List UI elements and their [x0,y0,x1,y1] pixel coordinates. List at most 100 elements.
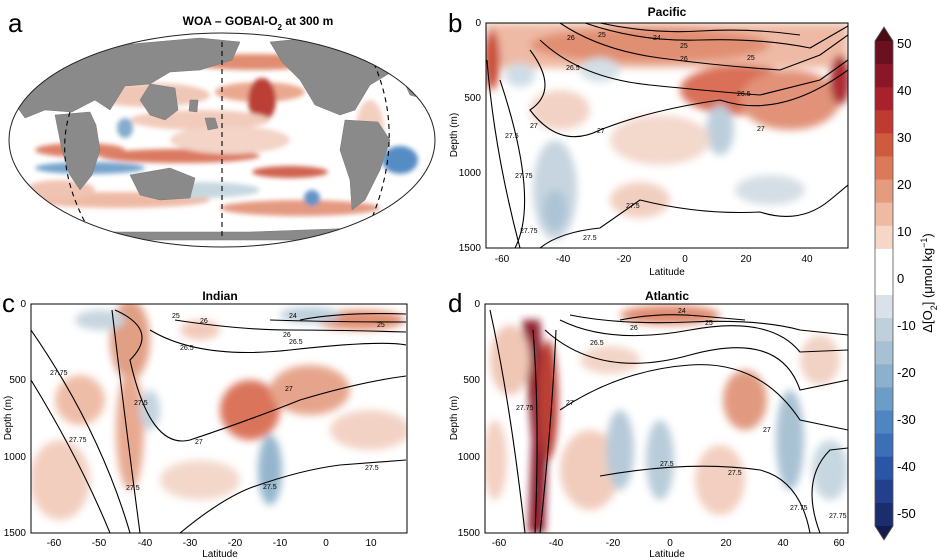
svg-text:1000: 1000 [458,452,481,463]
svg-text:27.75: 27.75 [69,437,87,444]
svg-text:20: 20 [720,538,732,549]
indian-xlabel: Latitude [202,549,238,560]
pacific-title: Pacific [648,5,687,19]
colorbar-segment [875,364,893,389]
svg-text:26: 26 [630,325,638,332]
panel-letter-b: b [448,8,462,38]
colorbar-segment [875,387,893,412]
colorbar-outline [874,26,894,541]
colorbar-segment [875,502,893,527]
indian-axes [30,303,408,534]
svg-text:-20: -20 [897,365,916,380]
svg-text:0: 0 [475,18,481,29]
svg-text:0: 0 [897,271,904,286]
svg-text:27.5: 27.5 [728,470,742,477]
indian-ticks: 0 500 1000 1500 -60 -50 -40 -30 -20 -10 … [4,299,377,549]
atlantic-xlabel: Latitude [649,549,685,560]
colorbar-segment [875,248,893,273]
colorbar-segment [875,318,893,342]
svg-text:26: 26 [567,35,575,42]
svg-text:1000: 1000 [4,452,27,463]
svg-text:500: 500 [463,375,480,386]
svg-text:27.5: 27.5 [263,484,277,491]
svg-text:1500: 1500 [458,528,481,539]
colorbar-ticks: 50 40 30 20 10 0 -10 -20 -30 -40 -50 [897,36,916,521]
atlantic-title: Atlantic [645,289,689,303]
svg-text:-20: -20 [617,254,632,265]
svg-text:26.5: 26.5 [289,339,303,346]
atlantic-axes [484,303,849,534]
panel-letter-d: d [448,288,462,318]
svg-text:24: 24 [653,35,661,42]
svg-text:26.5: 26.5 [180,345,194,352]
svg-text:24: 24 [289,313,297,320]
svg-text:26: 26 [200,318,208,325]
svg-text:-30: -30 [183,538,198,549]
svg-text:-10: -10 [897,318,916,333]
svg-text:20: 20 [740,254,752,265]
svg-text:-60: -60 [492,538,507,549]
svg-text:27.75: 27.75 [790,505,808,512]
colorbar-segment [875,110,893,134]
svg-text:26: 26 [283,332,291,339]
indian-ylabel: Depth (m) [3,396,14,440]
svg-text:27: 27 [195,439,203,446]
svg-text:27: 27 [285,386,293,393]
panel-letter-c: c [2,288,15,318]
indian-contour-labels: 24 25 25 26 26 26.5 26.5 27 27 27.5 27.5… [50,313,385,492]
colorbar-segment [875,433,893,458]
atlantic-ticks: 0 500 1000 1500 -60 -40 -20 0 20 40 60 [458,299,845,549]
colorbar-segment [875,271,893,296]
svg-text:50: 50 [897,36,911,51]
colorbar-segment [875,156,893,181]
svg-text:26.5: 26.5 [590,340,604,347]
svg-text:27.5: 27.5 [583,235,597,242]
svg-text:1500: 1500 [4,528,27,539]
colorbar [874,26,894,541]
svg-text:27: 27 [566,400,574,407]
svg-text:0: 0 [667,538,673,549]
svg-text:10: 10 [365,538,377,549]
svg-text:26: 26 [680,56,688,63]
svg-text:26.5: 26.5 [566,65,580,72]
svg-text:24: 24 [678,308,686,315]
svg-text:25: 25 [598,32,606,39]
atlantic-contour-labels: 24 25 26 26.5 27 27 27.5 27.5 27.75 27.7… [516,308,847,520]
colorbar-segment [875,410,893,435]
pacific-contour-labels: 24 25 25 26 26 26.5 26.5 27 27 27 27.5 2… [505,32,765,242]
svg-text:27.5: 27.5 [660,461,674,468]
svg-text:27: 27 [597,128,605,135]
svg-text:1000: 1000 [459,168,482,179]
svg-text:-60: -60 [47,538,62,549]
colorbar-segment [875,202,893,227]
svg-text:27.75: 27.75 [516,405,534,412]
colorbar-segment [875,64,893,88]
colorbar-top-arrow [875,27,893,41]
colorbar-segment [875,133,893,158]
atlantic-heatmap [485,304,848,533]
map-title: WOA – GOBAI-O2 at 300 m [183,14,334,32]
colorbar-segment [875,456,893,481]
colorbar-segment [875,87,893,111]
svg-text:-30: -30 [897,412,916,427]
pacific-axes [485,22,849,249]
svg-text:27.5: 27.5 [134,400,148,407]
pacific-ylabel: Depth (m) [449,113,460,157]
colorbar-segment [875,479,893,504]
svg-text:0: 0 [682,254,688,265]
atlantic-ylabel: Depth (m) [449,396,460,440]
map-outline [8,32,436,248]
svg-text:10: 10 [897,224,911,239]
svg-text:-60: -60 [495,254,510,265]
svg-text:-40: -40 [556,254,571,265]
svg-text:0: 0 [474,299,480,310]
svg-text:-20: -20 [606,538,621,549]
svg-text:27: 27 [763,427,771,434]
panel-letter-a: a [8,8,23,38]
colorbar-segment [875,341,893,365]
pacific-heatmap [486,23,848,248]
svg-text:27.75: 27.75 [829,513,847,520]
colorbar-segment [875,225,893,250]
svg-text:27.5: 27.5 [365,465,379,472]
